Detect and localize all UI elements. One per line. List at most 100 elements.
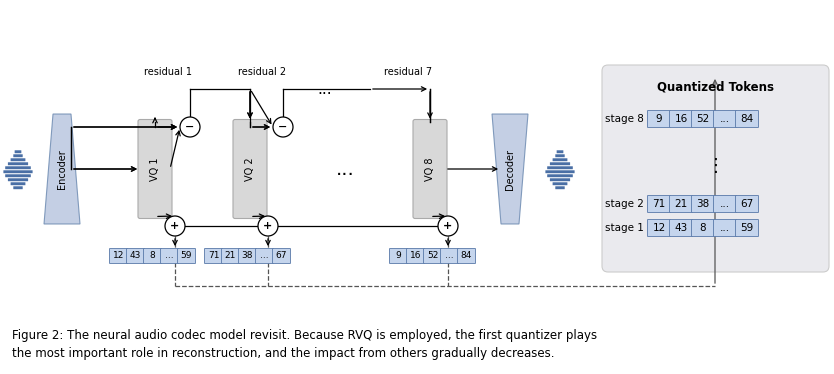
Text: 67: 67 [741, 199, 754, 209]
FancyBboxPatch shape [389, 248, 408, 264]
Text: ...: ... [720, 223, 730, 233]
FancyBboxPatch shape [13, 186, 23, 189]
FancyBboxPatch shape [239, 248, 257, 264]
Text: 84: 84 [461, 251, 472, 261]
Circle shape [258, 216, 278, 236]
Text: VQ 8: VQ 8 [425, 157, 435, 181]
Text: ⋮: ⋮ [706, 157, 725, 175]
FancyBboxPatch shape [547, 174, 573, 177]
FancyBboxPatch shape [15, 150, 22, 153]
Text: Encoder: Encoder [57, 149, 67, 189]
FancyBboxPatch shape [691, 196, 715, 212]
Text: ...: ... [720, 199, 730, 209]
FancyBboxPatch shape [555, 154, 565, 157]
FancyBboxPatch shape [13, 154, 23, 157]
FancyBboxPatch shape [11, 182, 25, 185]
Text: 8: 8 [700, 223, 706, 233]
FancyBboxPatch shape [458, 248, 475, 264]
Circle shape [165, 216, 185, 236]
FancyBboxPatch shape [127, 248, 144, 264]
FancyBboxPatch shape [736, 220, 758, 236]
Text: 16: 16 [409, 251, 421, 261]
Text: 84: 84 [741, 114, 754, 124]
Polygon shape [492, 114, 528, 224]
Text: −: − [185, 122, 194, 132]
FancyBboxPatch shape [138, 120, 172, 218]
Text: stage 1: stage 1 [605, 223, 644, 233]
Text: 12: 12 [652, 223, 666, 233]
FancyBboxPatch shape [5, 174, 31, 177]
FancyBboxPatch shape [440, 248, 459, 264]
Text: ...: ... [165, 251, 173, 261]
Text: 12: 12 [113, 251, 124, 261]
FancyBboxPatch shape [550, 162, 570, 165]
Text: residual 2: residual 2 [238, 67, 286, 77]
Text: VQ 2: VQ 2 [245, 157, 255, 181]
Text: 9: 9 [395, 251, 401, 261]
FancyBboxPatch shape [413, 120, 447, 218]
FancyBboxPatch shape [647, 110, 671, 128]
Text: ...: ... [445, 251, 454, 261]
FancyBboxPatch shape [547, 166, 573, 169]
Text: 67: 67 [276, 251, 287, 261]
FancyBboxPatch shape [273, 248, 290, 264]
FancyBboxPatch shape [553, 182, 567, 185]
FancyBboxPatch shape [602, 65, 829, 272]
FancyBboxPatch shape [647, 196, 671, 212]
Text: 71: 71 [208, 251, 219, 261]
Text: 43: 43 [130, 251, 141, 261]
FancyBboxPatch shape [670, 220, 692, 236]
Text: 38: 38 [242, 251, 254, 261]
Text: +: + [444, 221, 453, 231]
FancyBboxPatch shape [545, 170, 575, 173]
FancyBboxPatch shape [406, 248, 425, 264]
FancyBboxPatch shape [143, 248, 162, 264]
FancyBboxPatch shape [714, 196, 736, 212]
Text: ...: ... [318, 82, 332, 96]
FancyBboxPatch shape [178, 248, 195, 264]
FancyBboxPatch shape [222, 248, 239, 264]
Text: stage 2: stage 2 [605, 199, 644, 209]
FancyBboxPatch shape [8, 162, 28, 165]
FancyBboxPatch shape [255, 248, 274, 264]
FancyBboxPatch shape [555, 186, 565, 189]
Text: residual 7: residual 7 [384, 67, 432, 77]
FancyBboxPatch shape [714, 110, 736, 128]
FancyBboxPatch shape [691, 110, 715, 128]
Text: 71: 71 [652, 199, 666, 209]
FancyBboxPatch shape [691, 220, 715, 236]
Text: 43: 43 [675, 223, 687, 233]
Text: ...: ... [335, 159, 354, 178]
FancyBboxPatch shape [647, 220, 671, 236]
Text: 59: 59 [741, 223, 754, 233]
Text: 21: 21 [675, 199, 687, 209]
Text: −: − [279, 122, 288, 132]
Text: 38: 38 [696, 199, 710, 209]
FancyBboxPatch shape [736, 196, 758, 212]
Text: Decoder: Decoder [505, 148, 515, 190]
Text: +: + [264, 221, 273, 231]
Text: 59: 59 [181, 251, 193, 261]
FancyBboxPatch shape [550, 178, 570, 181]
Text: +: + [170, 221, 179, 231]
Text: VQ 1: VQ 1 [150, 157, 160, 181]
FancyBboxPatch shape [3, 170, 33, 173]
FancyBboxPatch shape [160, 248, 178, 264]
Text: ...: ... [720, 114, 730, 124]
Circle shape [180, 117, 200, 137]
Text: Figure 2: The neural audio codec model revisit. Because RVQ is employed, the fir: Figure 2: The neural audio codec model r… [12, 328, 597, 359]
Text: 9: 9 [656, 114, 662, 124]
FancyBboxPatch shape [670, 196, 692, 212]
FancyBboxPatch shape [11, 158, 25, 161]
Text: residual 1: residual 1 [144, 67, 192, 77]
FancyBboxPatch shape [556, 150, 563, 153]
FancyBboxPatch shape [424, 248, 441, 264]
Polygon shape [44, 114, 80, 224]
Circle shape [438, 216, 458, 236]
Text: 52: 52 [696, 114, 710, 124]
FancyBboxPatch shape [204, 248, 223, 264]
Text: ...: ... [260, 251, 269, 261]
FancyBboxPatch shape [8, 178, 28, 181]
FancyBboxPatch shape [5, 166, 31, 169]
FancyBboxPatch shape [109, 248, 128, 264]
